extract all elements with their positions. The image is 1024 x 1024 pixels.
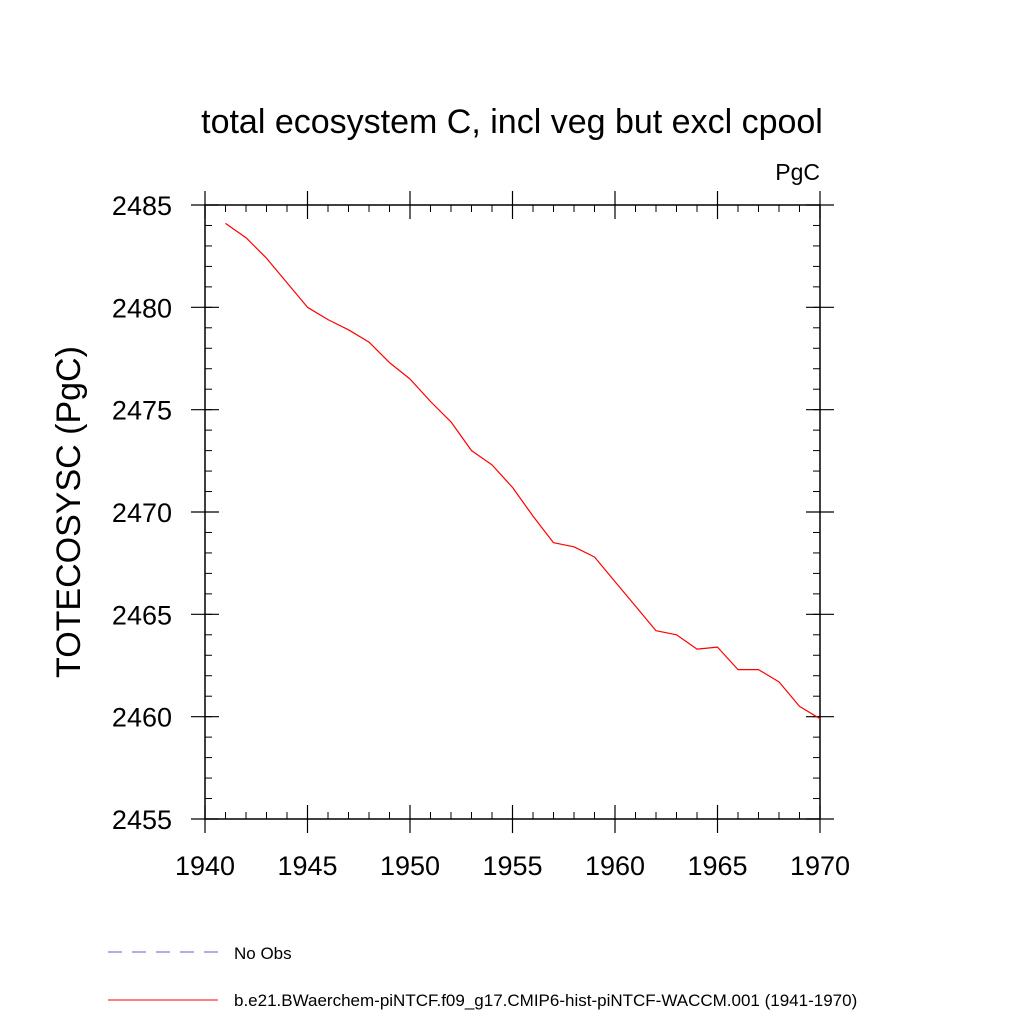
y-tick-label: 2475 [112, 396, 172, 426]
y-tick-label: 2455 [112, 805, 172, 835]
y-tick-label: 2460 [112, 703, 172, 733]
legend-label-model-run: b.e21.BWaerchem-piNTCF.f09_g17.CMIP6-his… [234, 991, 857, 1010]
x-tick-label: 1940 [175, 851, 235, 881]
plot-axes: 1940 1945 1950 1955 1960 1965 1970 2455 2460 2465… [112, 191, 850, 881]
x-tick-label: 1950 [380, 851, 440, 881]
x-tick-label: 1955 [482, 851, 542, 881]
legend: No Obs b.e21.BWaerchem-piNTCF.f09_g17.CM… [108, 944, 857, 1010]
chart-title: total ecosystem C, incl veg but excl cpo… [201, 103, 823, 141]
y-tick-label: 2480 [112, 293, 172, 323]
series-layer [225, 222, 821, 720]
x-tick-label: 1960 [585, 851, 645, 881]
y-tick-label: 2465 [112, 600, 172, 630]
y-tick-label: 2470 [112, 498, 172, 528]
plot-frame [204, 204, 821, 820]
x-tick-label: 1970 [790, 851, 850, 881]
series-line-0 [225, 222, 821, 720]
y-axis-label: TOTECOSYSC (PgC) [50, 346, 88, 678]
legend-label-no-obs: No Obs [234, 944, 292, 963]
y-tick-label: 2485 [112, 191, 172, 221]
units-label: PgC [775, 159, 820, 185]
x-tick-label: 1945 [277, 851, 337, 881]
x-tick-label: 1965 [687, 851, 747, 881]
